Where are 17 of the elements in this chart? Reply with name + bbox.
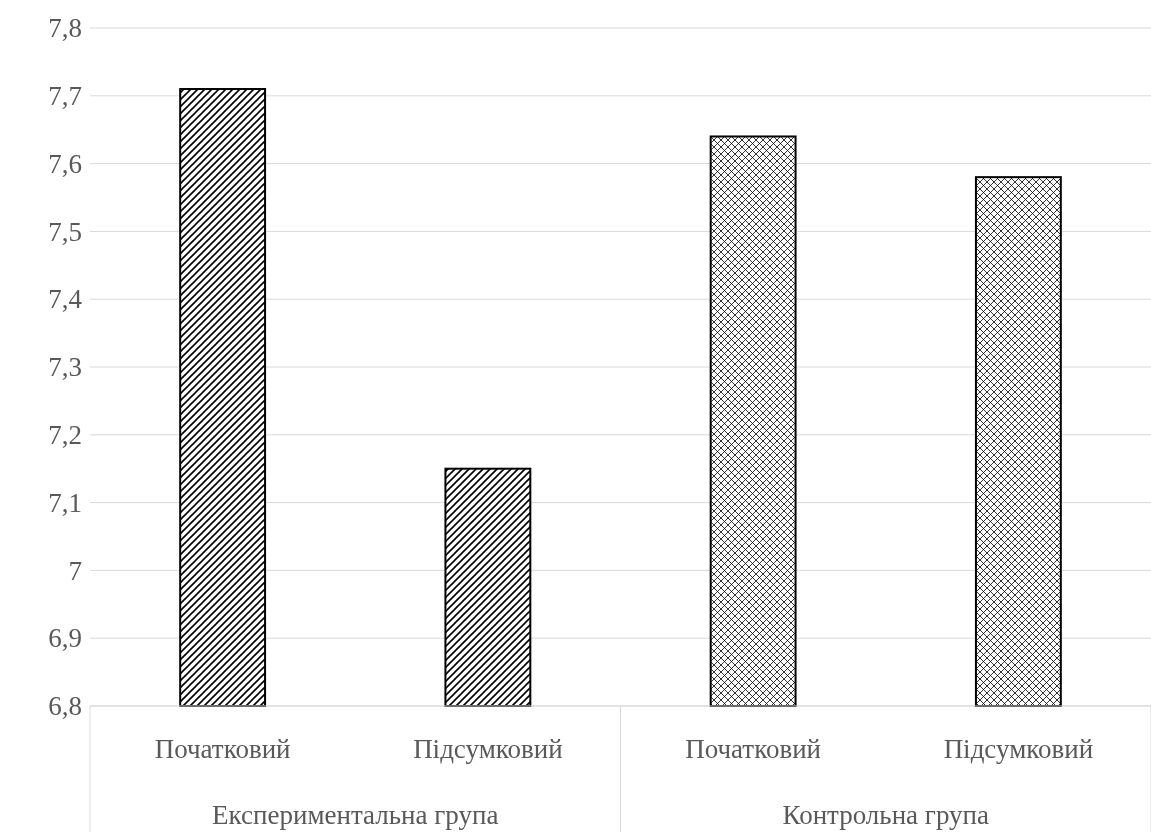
- y-tick-label: 7,3: [48, 352, 82, 383]
- y-tick-label: 6,9: [48, 623, 82, 654]
- y-tick-label: 7,2: [48, 419, 82, 450]
- y-tick-label: 7,1: [48, 487, 82, 518]
- y-tick-label: 7,6: [48, 148, 82, 179]
- y-tick-label: 6,8: [48, 691, 82, 722]
- text: Контрольна група: [782, 800, 990, 830]
- y-tick-label: 7,5: [48, 216, 82, 247]
- x-tick-label: Початковий: [154, 734, 291, 764]
- y-tick-label: 7,7: [48, 80, 82, 111]
- y-tick-label: 7: [68, 555, 82, 586]
- x-tick-label: Підсумковий: [413, 734, 563, 764]
- y-tick-label: 7,8: [48, 13, 82, 44]
- y-tick-label: 7,4: [48, 284, 83, 315]
- x-tick-label: Підсумковий: [943, 734, 1094, 764]
- x-tick-label: Початковий: [685, 734, 822, 764]
- text: Експериментальна група: [212, 800, 499, 830]
